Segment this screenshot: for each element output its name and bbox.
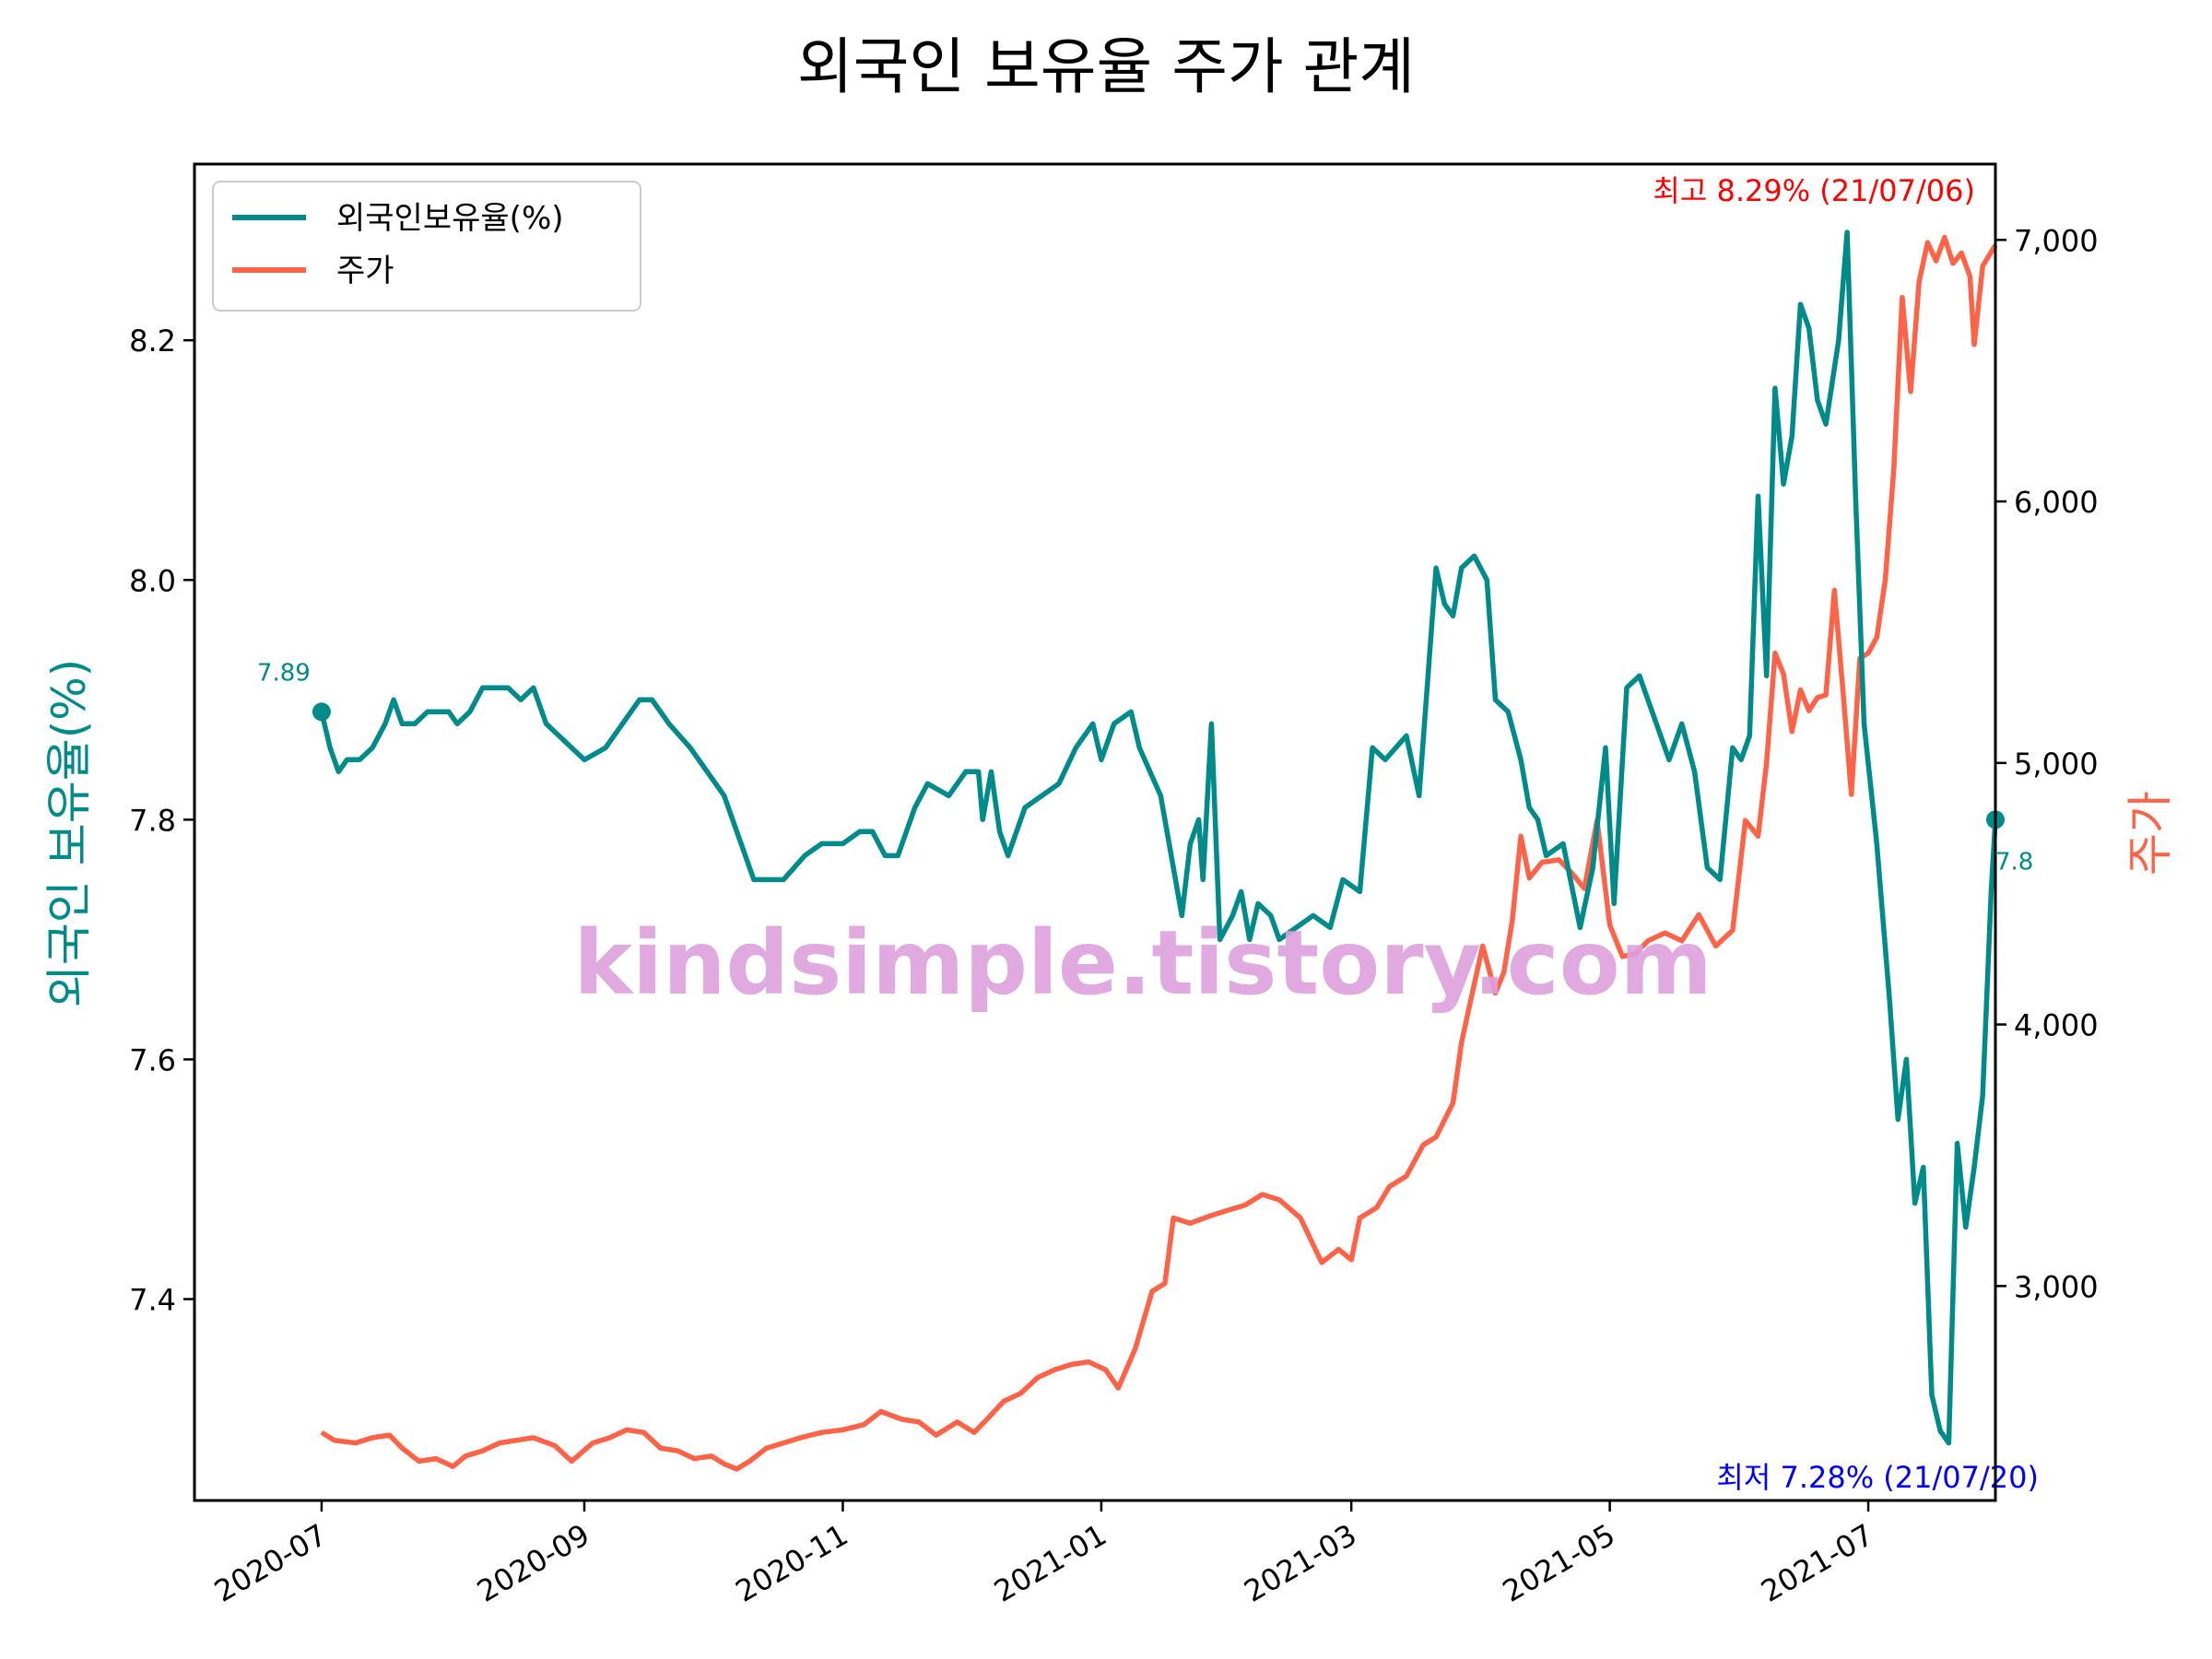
annotation-layer: 7.89 7.8 최고 8.29% (21/07/06) 최저 7.28% (21/0…: [257, 173, 2039, 1495]
legend-box: [212, 181, 641, 312]
y-left-tick-label: 8.0: [129, 563, 176, 598]
y-left-tick-label: 7.4: [129, 1283, 176, 1318]
start-value-label: 7.89: [257, 659, 311, 687]
series-line-price: [320, 234, 1998, 1472]
y-right-tick-label: 3,000: [2014, 1269, 2099, 1304]
chart-title: 외국인 보유율 주가 관계: [797, 31, 1415, 102]
legend: 외국인보유율(%) 주가: [212, 181, 641, 312]
legend-label-price: 주가: [336, 253, 394, 289]
series-line-ownership: [319, 229, 1998, 1446]
y-axis-right-label: 주가: [2124, 791, 2177, 876]
y-right-tick-label: 5,000: [2014, 747, 2099, 782]
y-left-tick-label: 8.2: [129, 324, 176, 359]
watermark: kindsimple.tistory.com: [573, 912, 1712, 1015]
y-axis-left: 7.4 7.6 7.8 8.0 8.2: [129, 324, 194, 1318]
max-annotation: 최고 8.29% (21/07/06): [1653, 173, 1975, 208]
legend-label-ownership: 외국인보유율(%): [336, 200, 564, 237]
y-axis-left-label: 외국인 보유율(%): [42, 659, 96, 1007]
series-layer: [319, 229, 1998, 1472]
y-right-tick-label: 6,000: [2014, 485, 2099, 520]
y-axis-right: 3,000 4,000 5,000 6,000 7,000: [1995, 223, 2099, 1304]
y-right-tick-label: 4,000: [2014, 1008, 2099, 1043]
plot-frame: [193, 162, 1997, 1502]
start-marker: [312, 702, 331, 722]
min-annotation: 최저 7.28% (21/07/20): [1716, 1460, 2039, 1495]
y-left-tick-label: 7.6: [129, 1042, 176, 1077]
y-left-tick-label: 7.8: [129, 803, 176, 838]
end-value-label: 7.8: [1995, 848, 2033, 876]
y-right-tick-label: 7,000: [2014, 223, 2099, 258]
